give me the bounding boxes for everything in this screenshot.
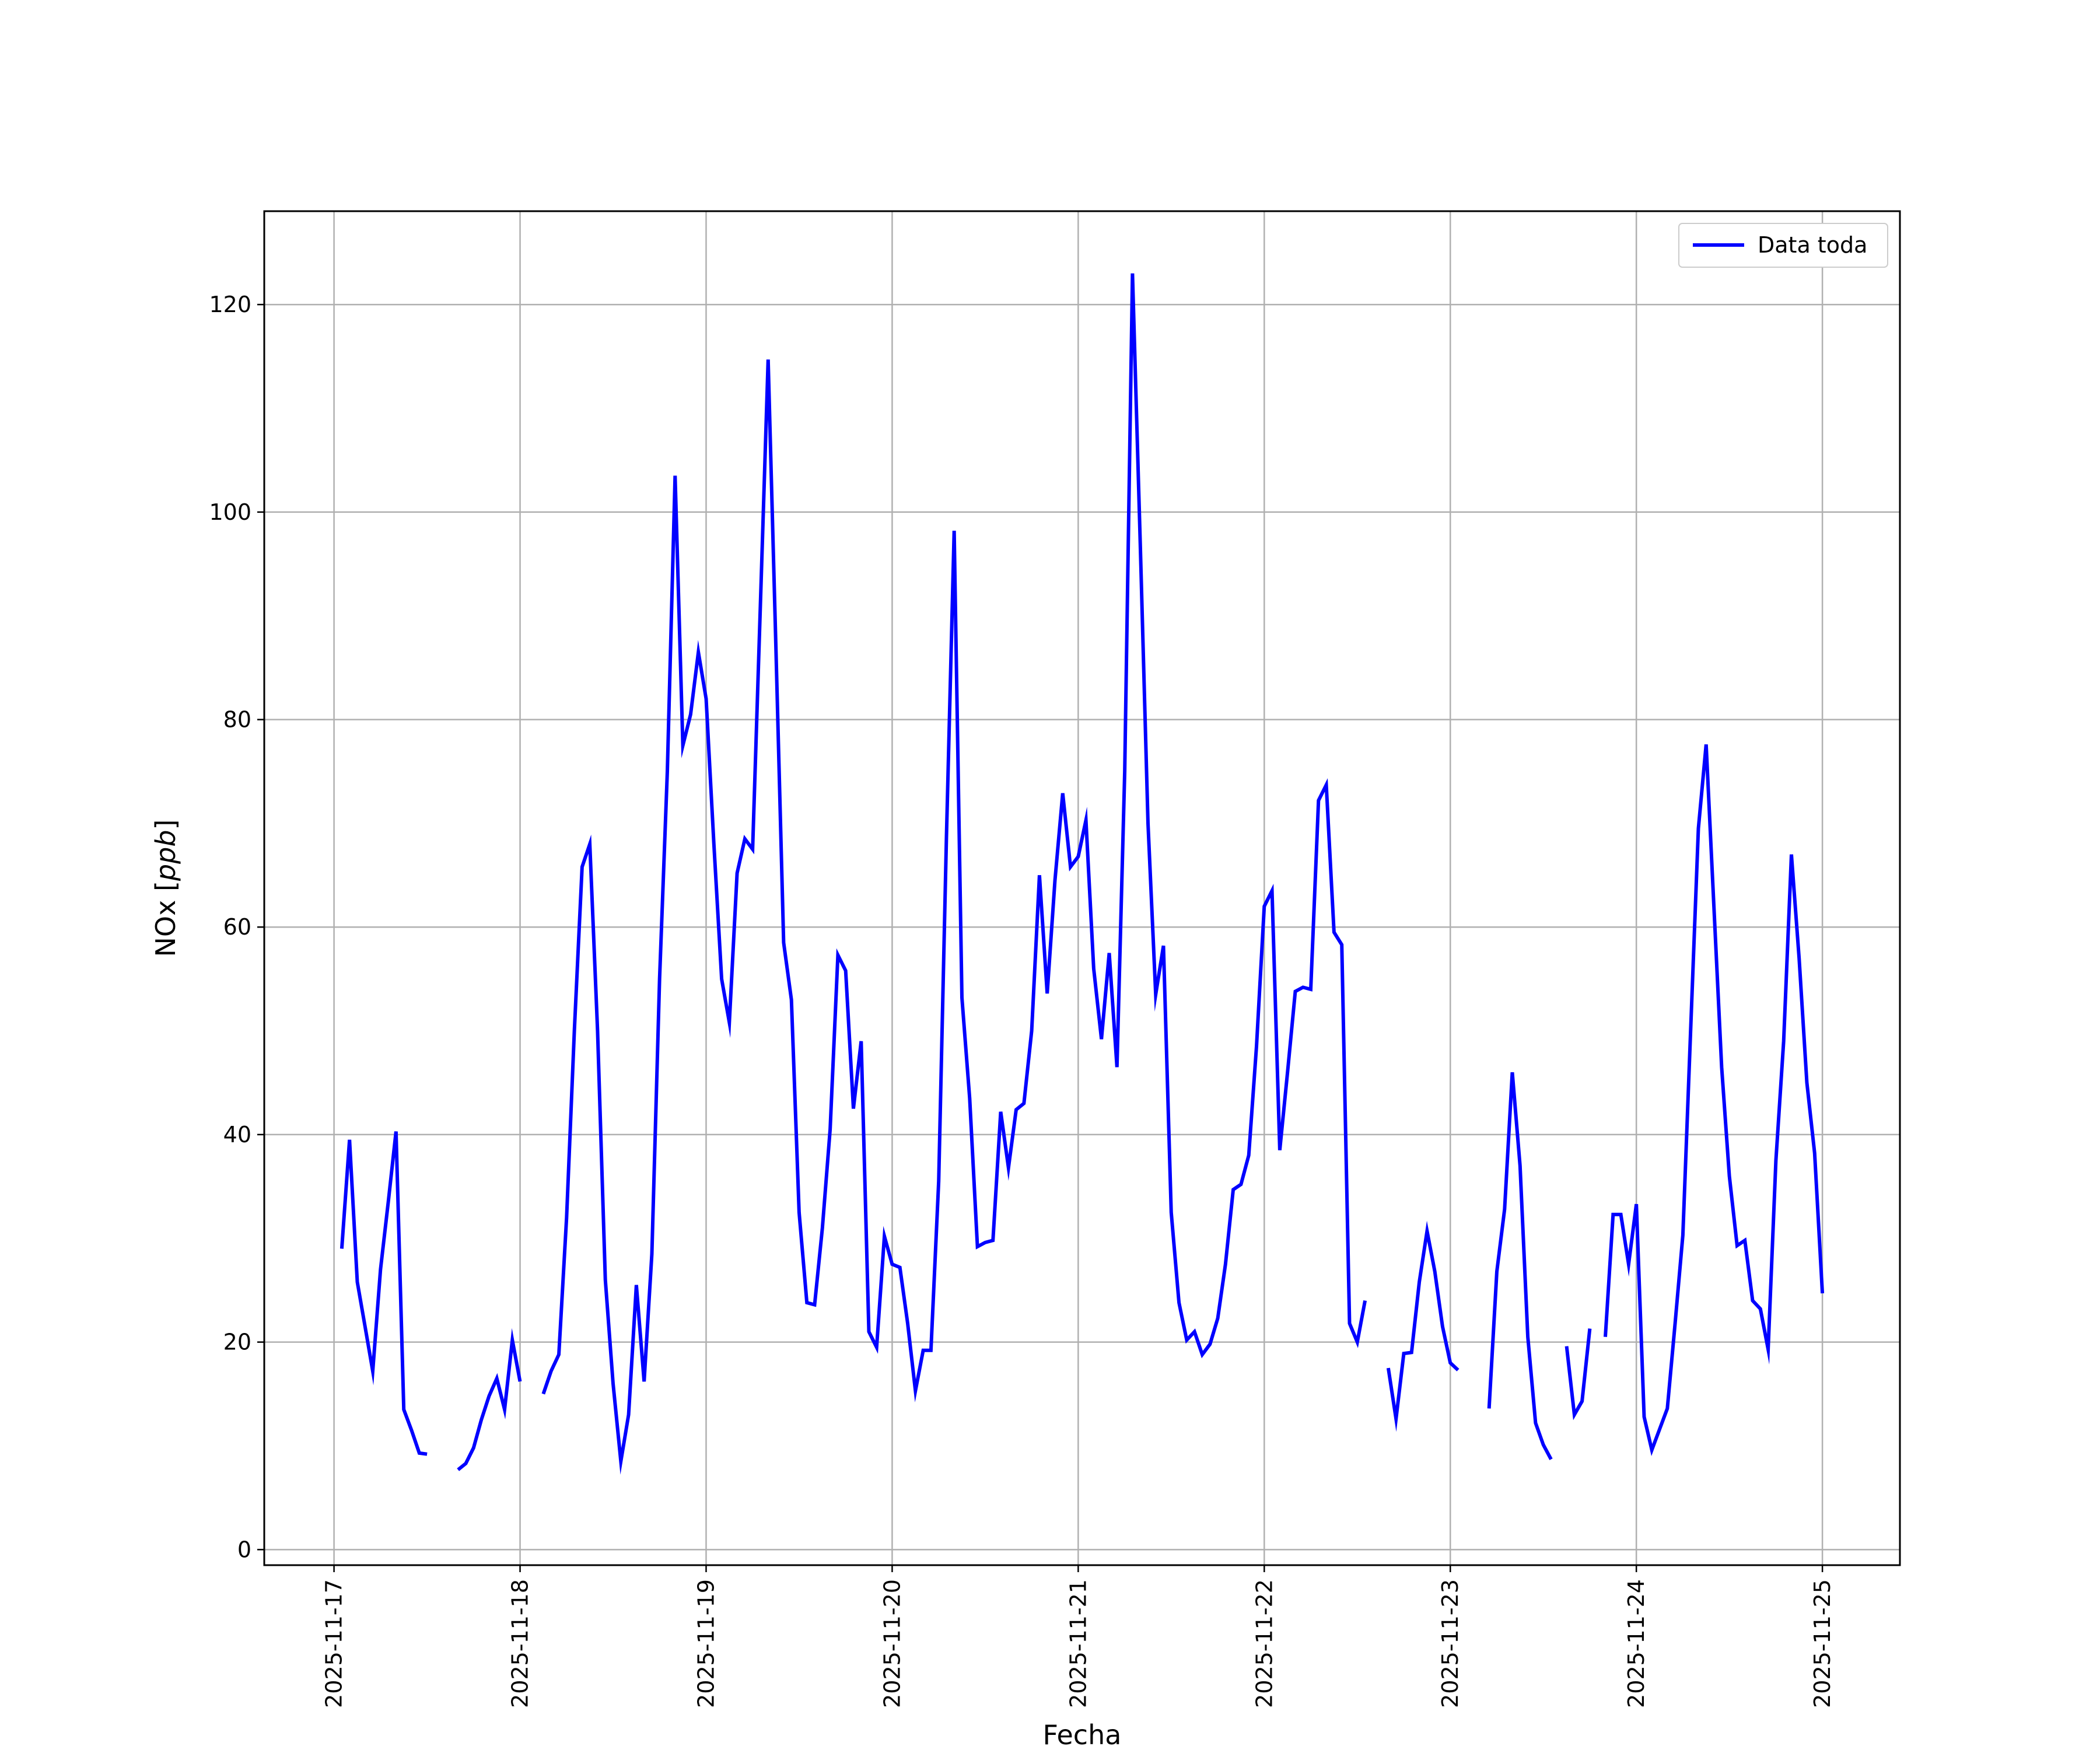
y-tick-label: 20 <box>223 1329 251 1355</box>
y-axis-label: NOx [ppb] <box>150 820 181 957</box>
x-tick-label: 2025-11-19 <box>693 1579 719 1708</box>
x-tick-label: 2025-11-24 <box>1623 1579 1649 1708</box>
y-tick-label: 60 <box>223 914 251 940</box>
series-layer <box>340 273 1825 1475</box>
y-tick-label: 0 <box>237 1537 251 1562</box>
x-tick-label: 2025-11-23 <box>1437 1579 1463 1708</box>
y-axis-label-text: NOx [ <box>150 881 181 957</box>
legend-box <box>1678 223 1888 268</box>
axis-ticks: 0 20 40 60 80 100 120 2025-11-17 2025-11-18 2025-… <box>209 292 1835 1708</box>
legend-label-data-toda: Data toda <box>1758 232 1867 258</box>
grid <box>264 211 1900 1565</box>
x-tick-label: 2025-11-17 <box>321 1579 347 1708</box>
x-tick-label: 2025-11-20 <box>879 1579 905 1708</box>
series-line-segment <box>1604 744 1825 1456</box>
x-tick-label: 2025-11-22 <box>1251 1579 1277 1708</box>
plot-frame <box>263 210 1901 1566</box>
y-axis-label-close: ] <box>150 820 181 830</box>
y-tick-label: 80 <box>223 706 251 732</box>
series-line-segment <box>340 1131 428 1456</box>
series-line-segment <box>541 273 1367 1475</box>
y-tick-label: 120 <box>209 292 251 317</box>
x-tick-label: 2025-11-18 <box>508 1579 533 1708</box>
x-axis-label: Fecha <box>1043 1719 1122 1750</box>
series-line-segment <box>457 1328 522 1471</box>
y-tick-label: 40 <box>223 1122 251 1147</box>
legend: Data toda <box>1678 223 1888 268</box>
y-axis-label-unit: ppb <box>150 830 181 881</box>
y-tick-label: 100 <box>209 499 251 525</box>
series-line-segment <box>1386 1220 1460 1432</box>
series-line-segment <box>1564 1328 1592 1420</box>
series-line-segment <box>1487 1072 1553 1461</box>
x-tick-label: 2025-11-25 <box>1810 1579 1835 1708</box>
x-tick-label: 2025-11-21 <box>1065 1579 1091 1708</box>
